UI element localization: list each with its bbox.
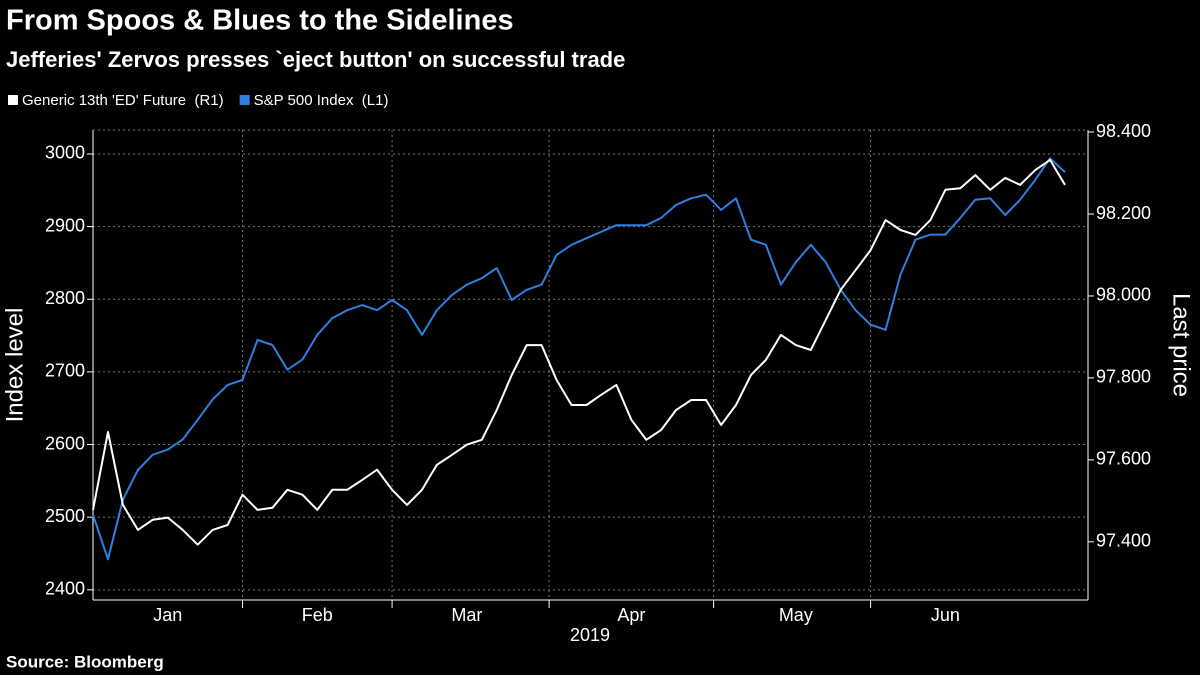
y-tick-label: 2500 xyxy=(45,506,85,526)
y2-tick-label: 97.600 xyxy=(1096,449,1151,469)
legend-swatch xyxy=(8,95,18,105)
y-axis-label: Index level xyxy=(1,308,28,423)
source: Source: Bloomberg xyxy=(6,652,164,671)
y2-tick-label: 98.200 xyxy=(1096,203,1151,223)
y-tick-label: 2900 xyxy=(45,215,85,235)
x-tick-label: Jan xyxy=(153,605,182,625)
legend-label: S&P 500 Index (L1) xyxy=(254,92,389,109)
y-tick-label: 3000 xyxy=(45,143,85,163)
y-tick-label: 2700 xyxy=(45,361,85,381)
y2-axis-label: Last price xyxy=(1168,293,1195,397)
legend-label: Generic 13th 'ED' Future (R1) xyxy=(22,92,224,109)
y2-tick-label: 97.400 xyxy=(1096,531,1151,551)
y2-tick-label: 98.000 xyxy=(1096,285,1151,305)
x-tick-label: Feb xyxy=(302,605,333,625)
legend-swatch xyxy=(239,95,250,105)
series-line xyxy=(92,158,1066,546)
x-tick-label: May xyxy=(779,605,813,625)
y2-tick-label: 97.800 xyxy=(1096,367,1151,387)
x-tick-label: Apr xyxy=(617,605,645,625)
x-axis-label: 2019 xyxy=(570,625,610,645)
chart-title: From Spoos & Blues to the Sidelines xyxy=(6,5,514,37)
x-tick-label: Jun xyxy=(931,605,960,625)
y-tick-label: 2600 xyxy=(45,433,85,453)
y-tick-label: 2800 xyxy=(45,288,85,308)
y2-tick-label: 98.400 xyxy=(1096,121,1151,141)
y-tick-label: 2400 xyxy=(45,579,85,599)
x-tick-label: Mar xyxy=(451,605,482,625)
series-line xyxy=(92,157,1066,561)
chart-subtitle: Jefferies' Zervos presses `eject button'… xyxy=(6,47,625,72)
